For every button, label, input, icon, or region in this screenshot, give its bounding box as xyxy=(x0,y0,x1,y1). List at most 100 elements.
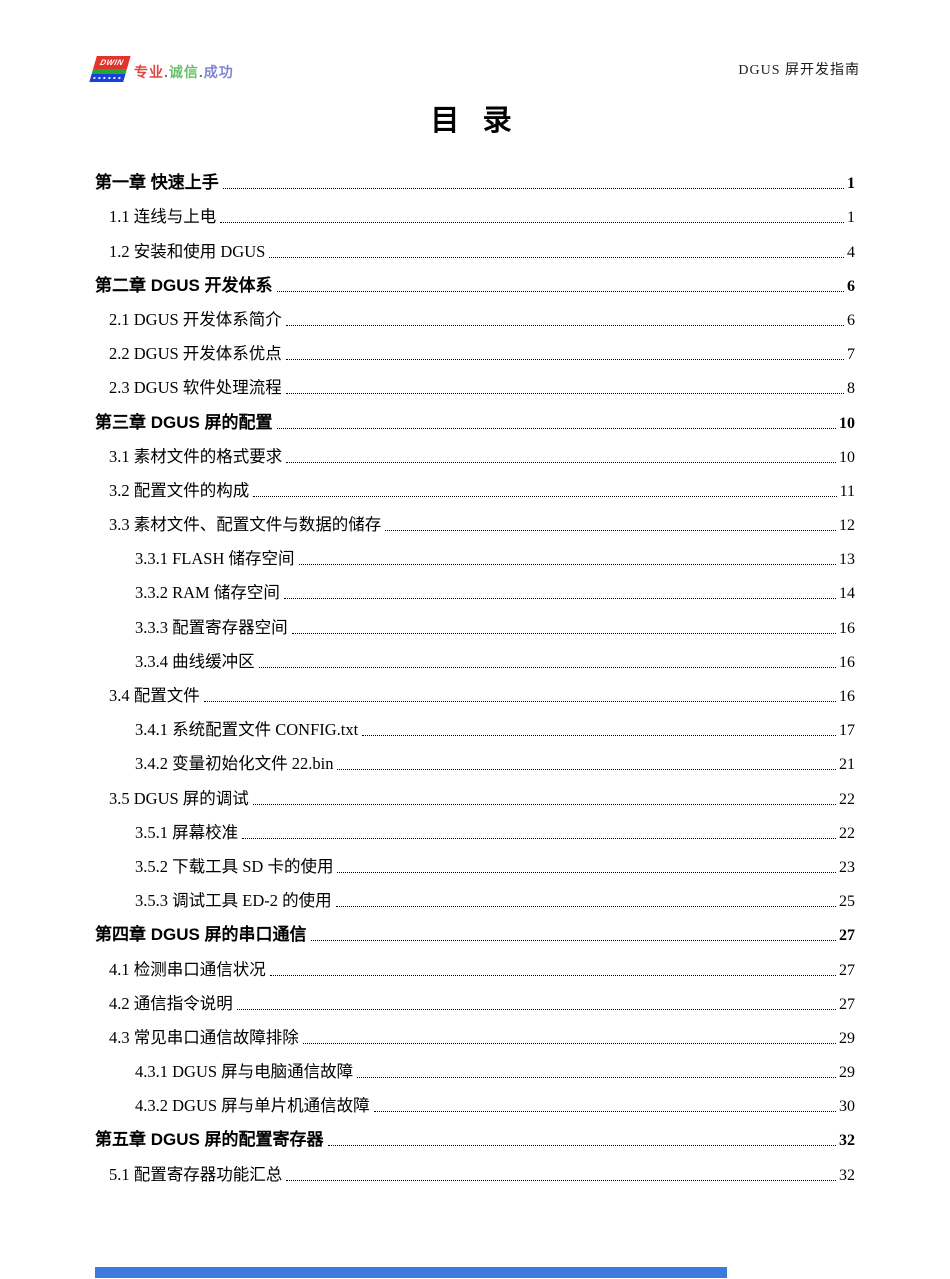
toc-entry-page: 13 xyxy=(839,551,855,569)
toc-entry-label: 4.3 常见串口通信故障排除 xyxy=(109,1027,299,1047)
toc-entry-label: 3.3.1 FLASH 储存空间 xyxy=(135,549,295,569)
toc-entry-page: 10 xyxy=(839,414,855,432)
toc-entry[interactable]: 3.3.4 曲线缓冲区 16 xyxy=(95,643,855,677)
toc-entry[interactable]: 3.3 素材文件、配置文件与数据的储存 12 xyxy=(95,506,855,540)
toc-leader-dots xyxy=(337,871,836,873)
toc-entry[interactable]: 第四章 DGUS 屏的串口通信 27 xyxy=(95,916,855,950)
toc-entry-page: 22 xyxy=(839,790,855,808)
toc-leader-dots xyxy=(258,666,836,668)
slogan-text: 诚信 xyxy=(168,64,199,80)
slogan-text: 成功 xyxy=(203,64,234,80)
toc-entry-page: 17 xyxy=(839,722,855,740)
table-of-contents: 第一章 快速上手 1 1.1 连线与上电 1 1.2 安装和使用 DGUS 4 第二章 DG… xyxy=(95,164,855,1190)
toc-entry-label: 3.5.2 下载工具 SD 卡的使用 xyxy=(135,856,334,876)
toc-leader-dots xyxy=(285,359,844,361)
toc-entry[interactable]: 3.3.2 RAM 储存空间 14 xyxy=(95,574,855,608)
toc-entry[interactable]: 4.3 常见串口通信故障排除 29 xyxy=(95,1019,855,1053)
toc-entry[interactable]: 2.2 DGUS 开发体系优点 7 xyxy=(95,335,855,369)
toc-entry-label: 4.3.2 DGUS 屏与单片机通信故障 xyxy=(135,1096,370,1116)
toc-leader-dots xyxy=(373,1111,836,1113)
toc-entry[interactable]: 3.5.3 调试工具 ED-2 的使用 25 xyxy=(95,882,855,916)
toc-entry[interactable]: 3.5 DGUS 屏的调试 22 xyxy=(95,779,855,813)
toc-leader-dots xyxy=(362,735,836,737)
toc-entry-page: 27 xyxy=(839,961,855,979)
toc-entry-label: 3.3.2 RAM 储存空间 xyxy=(135,583,280,603)
toc-entry-page: 23 xyxy=(839,858,855,876)
dwin-logo-icon: DWIN xyxy=(89,56,131,82)
toc-entry[interactable]: 第二章 DGUS 开发体系 6 xyxy=(95,267,855,301)
toc-entry[interactable]: 1.1 连线与上电 1 xyxy=(95,198,855,232)
toc-entry[interactable]: 第三章 DGUS 屏的配置 10 xyxy=(95,403,855,437)
toc-entry-label: 第二章 DGUS 开发体系 xyxy=(95,275,273,295)
toc-entry[interactable]: 3.5.2 下载工具 SD 卡的使用 23 xyxy=(95,848,855,882)
toc-leader-dots xyxy=(337,769,836,771)
toc-entry[interactable]: 3.5.1 屏幕校准 22 xyxy=(95,814,855,848)
toc-entry[interactable]: 4.1 检测串口通信状况 27 xyxy=(95,950,855,984)
toc-entry-page: 8 xyxy=(847,380,855,398)
toc-entry-label: 3.3.4 曲线缓冲区 xyxy=(135,651,255,671)
toc-leader-dots xyxy=(253,495,837,497)
toc-entry-label: 2.3 DGUS 软件处理流程 xyxy=(109,378,282,398)
toc-entry[interactable]: 4.3.2 DGUS 屏与单片机通信故障 30 xyxy=(95,1087,855,1121)
toc-leader-dots xyxy=(298,564,836,566)
toc-entry[interactable]: 1.2 安装和使用 DGUS 4 xyxy=(95,232,855,266)
toc-entry[interactable]: 3.3.1 FLASH 储存空间 13 xyxy=(95,540,855,574)
toc-leader-dots xyxy=(222,188,844,190)
toc-entry[interactable]: 3.3.3 配置寄存器空间 16 xyxy=(95,608,855,642)
toc-entry[interactable]: 3.4 配置文件 16 xyxy=(95,677,855,711)
slogan-text: 专业 xyxy=(134,64,164,80)
toc-entry-page: 22 xyxy=(839,824,855,842)
toc-entry-label: 3.4.1 系统配置文件 CONFIG.txt xyxy=(135,720,359,740)
toc-leader-dots xyxy=(357,1077,836,1079)
toc-entry-page: 7 xyxy=(847,346,855,364)
toc-leader-dots xyxy=(276,427,836,429)
toc-entry-label: 第三章 DGUS 屏的配置 xyxy=(95,412,273,432)
toc-entry-label: 3.2 配置文件的构成 xyxy=(109,480,250,500)
toc-entry[interactable]: 第五章 DGUS 屏的配置寄存器 32 xyxy=(95,1121,855,1155)
toc-entry[interactable]: 3.1 素材文件的格式要求 10 xyxy=(95,438,855,472)
toc-leader-dots xyxy=(310,940,836,942)
toc-entry-page: 14 xyxy=(839,585,855,603)
toc-entry-page: 27 xyxy=(839,995,855,1013)
toc-entry[interactable]: 3.4.2 变量初始化文件 22.bin 21 xyxy=(95,745,855,779)
toc-entry-page: 6 xyxy=(847,311,855,329)
toc-entry[interactable]: 2.1 DGUS 开发体系简介 6 xyxy=(95,301,855,335)
toc-entry[interactable]: 第一章 快速上手 1 xyxy=(95,164,855,198)
toc-entry-page: 16 xyxy=(839,653,855,671)
toc-entry[interactable]: 2.3 DGUS 软件处理流程 8 xyxy=(95,369,855,403)
toc-leader-dots xyxy=(335,906,836,908)
toc-entry-page: 27 xyxy=(839,927,855,945)
toc-leader-dots xyxy=(203,701,836,702)
toc-leader-dots xyxy=(291,632,836,634)
toc-entry[interactable]: 3.2 配置文件的构成 11 xyxy=(95,472,855,506)
toc-entry-page: 29 xyxy=(839,1029,855,1047)
toc-entry-label: 2.1 DGUS 开发体系简介 xyxy=(109,309,282,329)
toc-entry-label: 1.2 安装和使用 DGUS xyxy=(109,241,266,261)
toc-entry-label: 2.2 DGUS 开发体系优点 xyxy=(109,344,282,364)
toc-entry-page: 4 xyxy=(847,243,855,261)
toc-entry-label: 3.5 DGUS 屏的调试 xyxy=(109,788,249,808)
brand: DWIN 专业.诚信.成功 xyxy=(89,56,234,82)
toc-leader-dots xyxy=(302,1042,836,1044)
toc-entry[interactable]: 4.3.1 DGUS 屏与电脑通信故障 29 xyxy=(95,1053,855,1087)
toc-entry-label: 3.5.1 屏幕校准 xyxy=(135,822,239,842)
toc-entry-label: 4.2 通信指令说明 xyxy=(109,993,233,1013)
toc-leader-dots xyxy=(285,393,844,395)
toc-entry-page: 32 xyxy=(839,1166,855,1184)
toc-entry-label: 第一章 快速上手 xyxy=(95,173,219,193)
toc-entry-page: 29 xyxy=(839,1064,855,1082)
toc-entry[interactable]: 5.1 配置寄存器功能汇总 32 xyxy=(95,1155,855,1189)
toc-entry-label: 3.3.3 配置寄存器空间 xyxy=(135,617,288,637)
toc-leader-dots xyxy=(283,598,836,600)
logo-red-stripe: DWIN xyxy=(93,56,131,69)
toc-entry-page: 1 xyxy=(847,175,855,193)
slogan-text: . xyxy=(164,64,169,80)
toc-leader-dots xyxy=(269,256,844,258)
toc-entry[interactable]: 4.2 通信指令说明 27 xyxy=(95,985,855,1019)
toc-leader-dots xyxy=(220,222,844,224)
toc-entry[interactable]: 3.4.1 系统配置文件 CONFIG.txt 17 xyxy=(95,711,855,745)
toc-entry-page: 16 xyxy=(839,619,855,637)
brand-slogan: 专业.诚信.成功 xyxy=(134,62,234,82)
slogan-text: . xyxy=(198,64,204,80)
